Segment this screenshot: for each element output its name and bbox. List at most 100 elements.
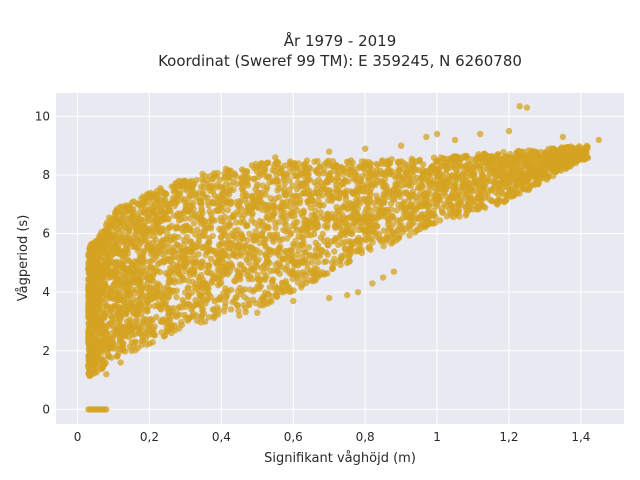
data-point <box>197 214 204 222</box>
data-point <box>279 256 287 263</box>
data-point <box>98 244 105 252</box>
data-point <box>462 191 469 198</box>
data-point <box>153 212 160 219</box>
data-point <box>229 240 236 247</box>
data-point <box>281 176 288 184</box>
data-point <box>389 221 397 228</box>
data-point <box>110 282 117 290</box>
data-point <box>105 223 113 231</box>
data-point <box>329 264 336 271</box>
data-point <box>237 180 245 187</box>
data-point <box>116 336 124 343</box>
data-point <box>131 231 138 239</box>
data-point <box>125 257 132 264</box>
data-point <box>266 284 274 291</box>
data-point <box>151 323 158 330</box>
data-point <box>450 194 457 201</box>
data-point <box>145 206 153 213</box>
data-point <box>179 277 187 284</box>
data-point <box>219 256 226 263</box>
x-tick-label: 1,4 <box>571 430 590 444</box>
data-point <box>229 245 236 253</box>
data-point <box>205 262 213 269</box>
data-point <box>524 163 532 170</box>
data-point <box>501 198 508 205</box>
data-point <box>402 181 409 188</box>
data-point <box>103 406 110 413</box>
data-point <box>286 158 294 165</box>
data-point <box>256 249 264 256</box>
x-tick-label: 0 <box>74 430 82 444</box>
data-point <box>145 258 153 265</box>
data-point <box>523 104 531 111</box>
data-point <box>220 289 227 297</box>
data-point <box>262 236 269 243</box>
data-point <box>129 295 137 302</box>
data-point <box>253 183 261 190</box>
data-point <box>113 289 120 296</box>
data-point <box>485 177 492 184</box>
data-point <box>158 206 165 213</box>
data-point <box>394 226 402 234</box>
data-point <box>299 276 306 283</box>
data-point <box>89 303 96 310</box>
data-point <box>289 267 296 274</box>
data-point <box>274 177 281 184</box>
data-point <box>271 285 279 293</box>
data-point <box>161 257 168 265</box>
data-point <box>173 193 180 200</box>
data-point <box>239 192 246 199</box>
data-point <box>300 258 307 265</box>
data-point <box>234 302 241 309</box>
data-point <box>107 312 114 320</box>
data-point <box>117 359 124 366</box>
data-point <box>218 269 225 276</box>
data-point <box>238 185 246 192</box>
data-point <box>246 203 253 210</box>
data-point <box>195 240 202 247</box>
data-point <box>409 201 416 208</box>
data-point <box>277 243 284 250</box>
data-point <box>545 174 552 181</box>
data-point <box>438 208 446 216</box>
data-point <box>167 269 174 276</box>
data-point <box>242 208 249 215</box>
data-point <box>244 179 251 187</box>
data-point <box>209 232 216 240</box>
data-point <box>471 161 478 168</box>
data-point <box>154 302 162 310</box>
data-point <box>148 251 155 258</box>
data-point <box>145 239 152 247</box>
data-point <box>354 210 361 218</box>
data-point <box>263 224 270 231</box>
data-point <box>136 327 143 335</box>
data-point <box>447 183 455 190</box>
data-point <box>256 189 264 197</box>
data-point <box>163 324 170 331</box>
data-point <box>327 214 334 221</box>
data-point <box>535 179 542 187</box>
data-point <box>217 214 224 222</box>
data-point <box>269 167 276 174</box>
data-point <box>109 251 116 258</box>
data-point <box>147 265 154 273</box>
data-point <box>87 370 94 377</box>
data-point <box>483 159 491 166</box>
data-point <box>154 249 161 256</box>
data-point <box>494 168 501 175</box>
data-point <box>513 153 521 160</box>
data-point <box>345 246 353 253</box>
data-point <box>282 247 290 255</box>
data-point <box>476 190 484 197</box>
data-point <box>202 251 209 259</box>
data-point <box>190 220 198 227</box>
data-point <box>282 191 289 199</box>
data-point <box>205 314 212 321</box>
data-point <box>138 238 145 245</box>
data-point <box>224 198 231 206</box>
data-point <box>354 183 362 190</box>
data-point <box>264 209 271 216</box>
data-point <box>491 155 498 162</box>
data-point <box>451 136 459 144</box>
data-point <box>523 178 530 185</box>
